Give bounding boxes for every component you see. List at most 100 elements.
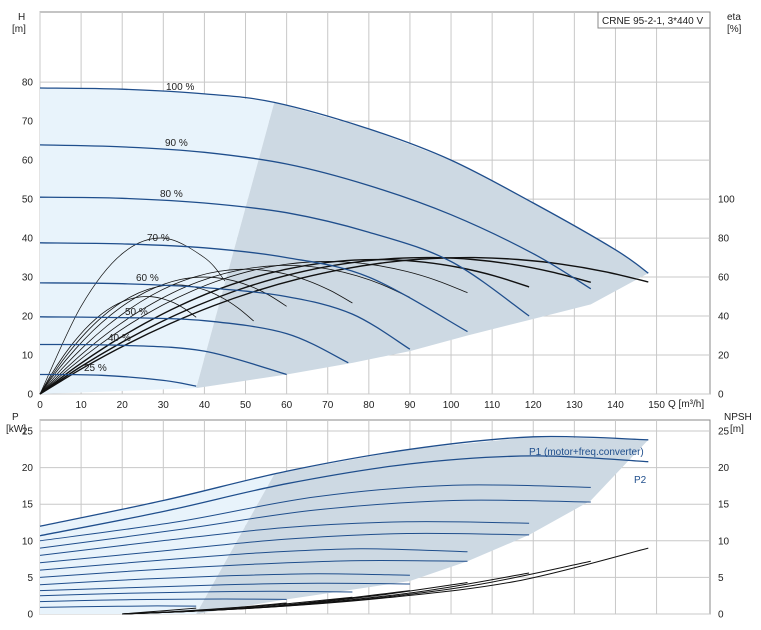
npsh-curve <box>122 607 197 615</box>
head-curves <box>39 87 649 387</box>
power-curve <box>39 582 410 592</box>
x-tick-label: 110 <box>484 400 500 411</box>
x-tick-label: 130 <box>566 400 583 411</box>
x-tick-label: 40 <box>199 400 211 411</box>
chart-title-box <box>597 11 711 29</box>
bottom-y-right-tick-label: 20 <box>718 463 730 474</box>
x-tick-label: 50 <box>240 400 252 411</box>
x-tick-label: 100 <box>443 400 460 411</box>
y-right-tick-label: 60 <box>718 273 730 284</box>
y-right-tick-label: 100 <box>718 195 735 206</box>
head-curve-label: 25 % <box>84 363 107 374</box>
bottom-axis-ticks: 0 5 10 15 20 25 0 5 10 15 20 25 <box>22 426 730 620</box>
y-left-tick-label: 60 <box>22 156 34 167</box>
bottom-y-left-tick-label: 10 <box>22 536 34 547</box>
power-curve <box>39 499 591 549</box>
power-curve <box>39 521 530 556</box>
y-right-tick-label: 80 <box>718 234 730 245</box>
eta-curve <box>39 256 591 395</box>
top-right-axis-unit: [%] <box>727 24 742 35</box>
y-left-tick-label: 30 <box>22 273 34 284</box>
head-curve-1 <box>39 144 592 290</box>
eta-curve <box>39 261 468 395</box>
bottom-operating-regions <box>40 436 649 614</box>
npsh-curves <box>122 547 649 615</box>
npsh-curve <box>122 602 287 615</box>
eta-curve <box>39 276 287 395</box>
head-curve-7 <box>39 373 197 387</box>
p1-curve-label: P1 (motor+freq.converter) <box>529 447 644 458</box>
bottom-y-right-tick-label: 25 <box>718 426 730 437</box>
bottom-y-right-tick-label: 0 <box>718 610 724 621</box>
power-curve <box>39 605 197 608</box>
head-curve-0 <box>39 87 649 274</box>
bottom-y-right-tick-label: 15 <box>718 500 730 511</box>
bottom-y-left-tick-label: 5 <box>27 573 33 584</box>
head-curve-label: 90 % <box>165 138 188 149</box>
p1-curve <box>39 435 649 527</box>
power-curve <box>39 598 287 603</box>
y-left-tick-label: 80 <box>22 78 34 89</box>
head-curve-label: 80 % <box>160 189 183 200</box>
head-curve-labels: 100 % 90 % 80 % 70 % 60 % 50 % 40 % 25 % <box>84 82 194 374</box>
head-curve-label: 100 % <box>166 82 194 93</box>
x-tick-label: 70 <box>322 400 334 411</box>
bottom-left-axis-unit: [kW] <box>6 424 26 435</box>
bottom-y-left-tick-label: 20 <box>22 463 34 474</box>
y-left-tick-label: 50 <box>22 195 34 206</box>
top-right-axis-name: eta <box>727 12 741 23</box>
bottom-y-left-tick-label: 25 <box>22 426 34 437</box>
power-curve <box>39 484 591 542</box>
bottom-panel: 0 5 10 15 20 25 0 5 10 15 20 25 P [kW] NPSH [m] P1 … <box>6 412 752 621</box>
bottom-y-left-tick-label: 15 <box>22 500 34 511</box>
bottom-right-axis-name: NPSH <box>724 412 752 423</box>
eta-curve <box>39 258 530 395</box>
x-tick-label: 20 <box>117 400 129 411</box>
head-curve-label: 70 % <box>147 233 170 244</box>
power-curve <box>39 559 468 578</box>
x-tick-label: 90 <box>404 400 416 411</box>
head-curve-label: 50 % <box>125 307 148 318</box>
top-left-axis-unit: [m] <box>12 24 26 35</box>
x-axis-label: Q [m³/h] <box>668 399 704 410</box>
x-tick-label: 60 <box>281 400 293 411</box>
y-left-tick-label: 70 <box>22 117 34 128</box>
x-tick-label: 10 <box>76 400 88 411</box>
bottom-right-axis-unit: [m] <box>730 424 744 435</box>
top-left-axis-name: H <box>18 12 25 23</box>
head-curve-label: 60 % <box>136 273 159 284</box>
head-curve-3 <box>39 242 468 333</box>
top-dark-region <box>196 102 649 389</box>
power-curve <box>39 573 410 586</box>
head-curve-2 <box>39 196 530 317</box>
top-axis-ticks: 0 10 20 30 40 50 60 70 80 90 100 110 120 130 140 150010… <box>22 78 735 411</box>
bottom-dark-region <box>196 436 649 614</box>
x-tick-label: 0 <box>37 400 43 411</box>
bottom-left-axis-name: P <box>12 412 19 423</box>
x-tick-label: 30 <box>158 400 170 411</box>
power-curves <box>39 435 649 608</box>
y-left-tick-label: 10 <box>22 351 34 362</box>
bottom-y-right-tick-label: 5 <box>718 573 724 584</box>
top-panel: 0 10 20 30 40 50 60 70 80 90 100 110 120 130 140 150010… <box>12 11 742 411</box>
power-curve <box>39 548 468 571</box>
x-tick-label: 120 <box>525 400 542 411</box>
y-left-tick-label: 0 <box>27 390 33 401</box>
y-left-tick-label: 40 <box>22 234 34 245</box>
p2-curve-label: P2 <box>634 475 647 486</box>
head-curve-5 <box>39 316 349 364</box>
power-curve <box>39 532 530 564</box>
p2-curve <box>39 455 649 537</box>
head-curve-label: 40 % <box>108 333 131 344</box>
y-right-tick-label: 0 <box>718 390 724 401</box>
head-curve-6 <box>39 343 287 376</box>
bottom-light-region <box>40 474 275 614</box>
x-tick-label: 140 <box>607 400 624 411</box>
y-left-tick-label: 20 <box>22 312 34 323</box>
power-curve <box>39 590 353 597</box>
y-right-tick-label: 40 <box>718 312 730 323</box>
x-tick-label: 150 <box>648 400 665 411</box>
head-curve-4 <box>39 282 411 350</box>
x-tick-label: 80 <box>363 400 375 411</box>
